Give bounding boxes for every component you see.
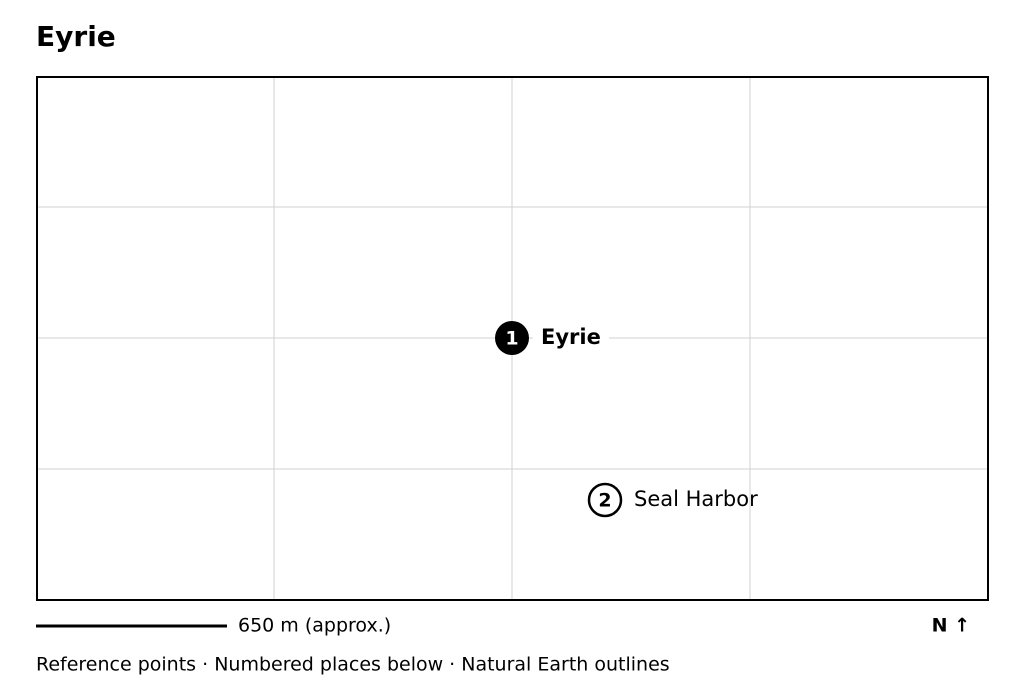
marker-circle xyxy=(587,482,623,518)
place-marker: 1 Eyrie xyxy=(495,321,609,355)
place-label: Eyrie xyxy=(541,325,601,349)
title: Eyrie xyxy=(36,20,116,53)
marker-number: 2 xyxy=(598,490,611,512)
map-border xyxy=(36,76,989,601)
north-arrow: N ↑ xyxy=(932,615,970,637)
marker-circle xyxy=(495,321,529,355)
place-marker: 2 Seal Harbor xyxy=(587,482,758,518)
label-halo xyxy=(533,326,609,350)
footer-note: Reference points · Numbered places below… xyxy=(36,654,670,676)
marker-number: 1 xyxy=(505,328,518,350)
place-label: Seal Harbor xyxy=(634,487,758,511)
scale-label: 650 m (approx.) xyxy=(238,615,391,637)
